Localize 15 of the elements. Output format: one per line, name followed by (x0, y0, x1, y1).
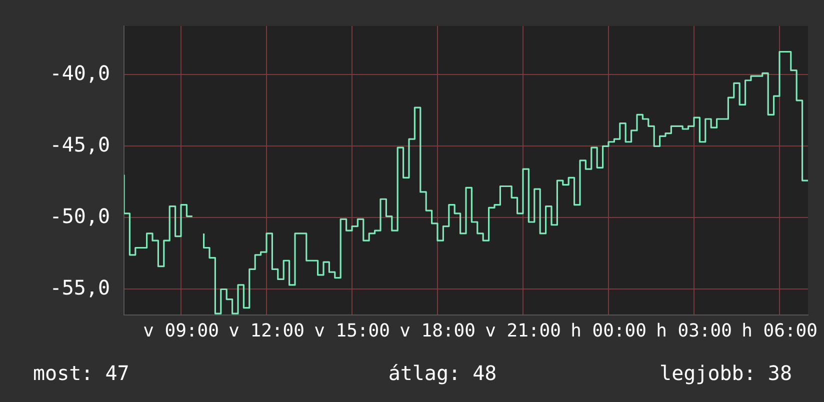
y-tick-label: -45,0 (50, 132, 110, 156)
text: most: 47 (33, 361, 130, 386)
text: legjobb: 38 (660, 361, 792, 386)
y-tick-label: -55,0 (50, 275, 110, 300)
x-tick-label: v 09:00 (143, 320, 219, 342)
x-tick-label: v 12:00 (228, 320, 304, 342)
y-tick-label: -40,0 (50, 60, 110, 85)
x-tick-label: h 06:00 (742, 320, 818, 342)
text: átlag: 48 (388, 361, 497, 386)
x-tick-label: v 21:00 (485, 320, 561, 342)
x-tick-label: v 15:00 (314, 320, 390, 342)
y-tick-label: -50,0 (50, 204, 110, 228)
x-tick-label: v 18:00 (400, 320, 476, 342)
x-tick-label: h 03:00 (656, 320, 732, 342)
x-tick-label: h 00:00 (570, 320, 646, 342)
